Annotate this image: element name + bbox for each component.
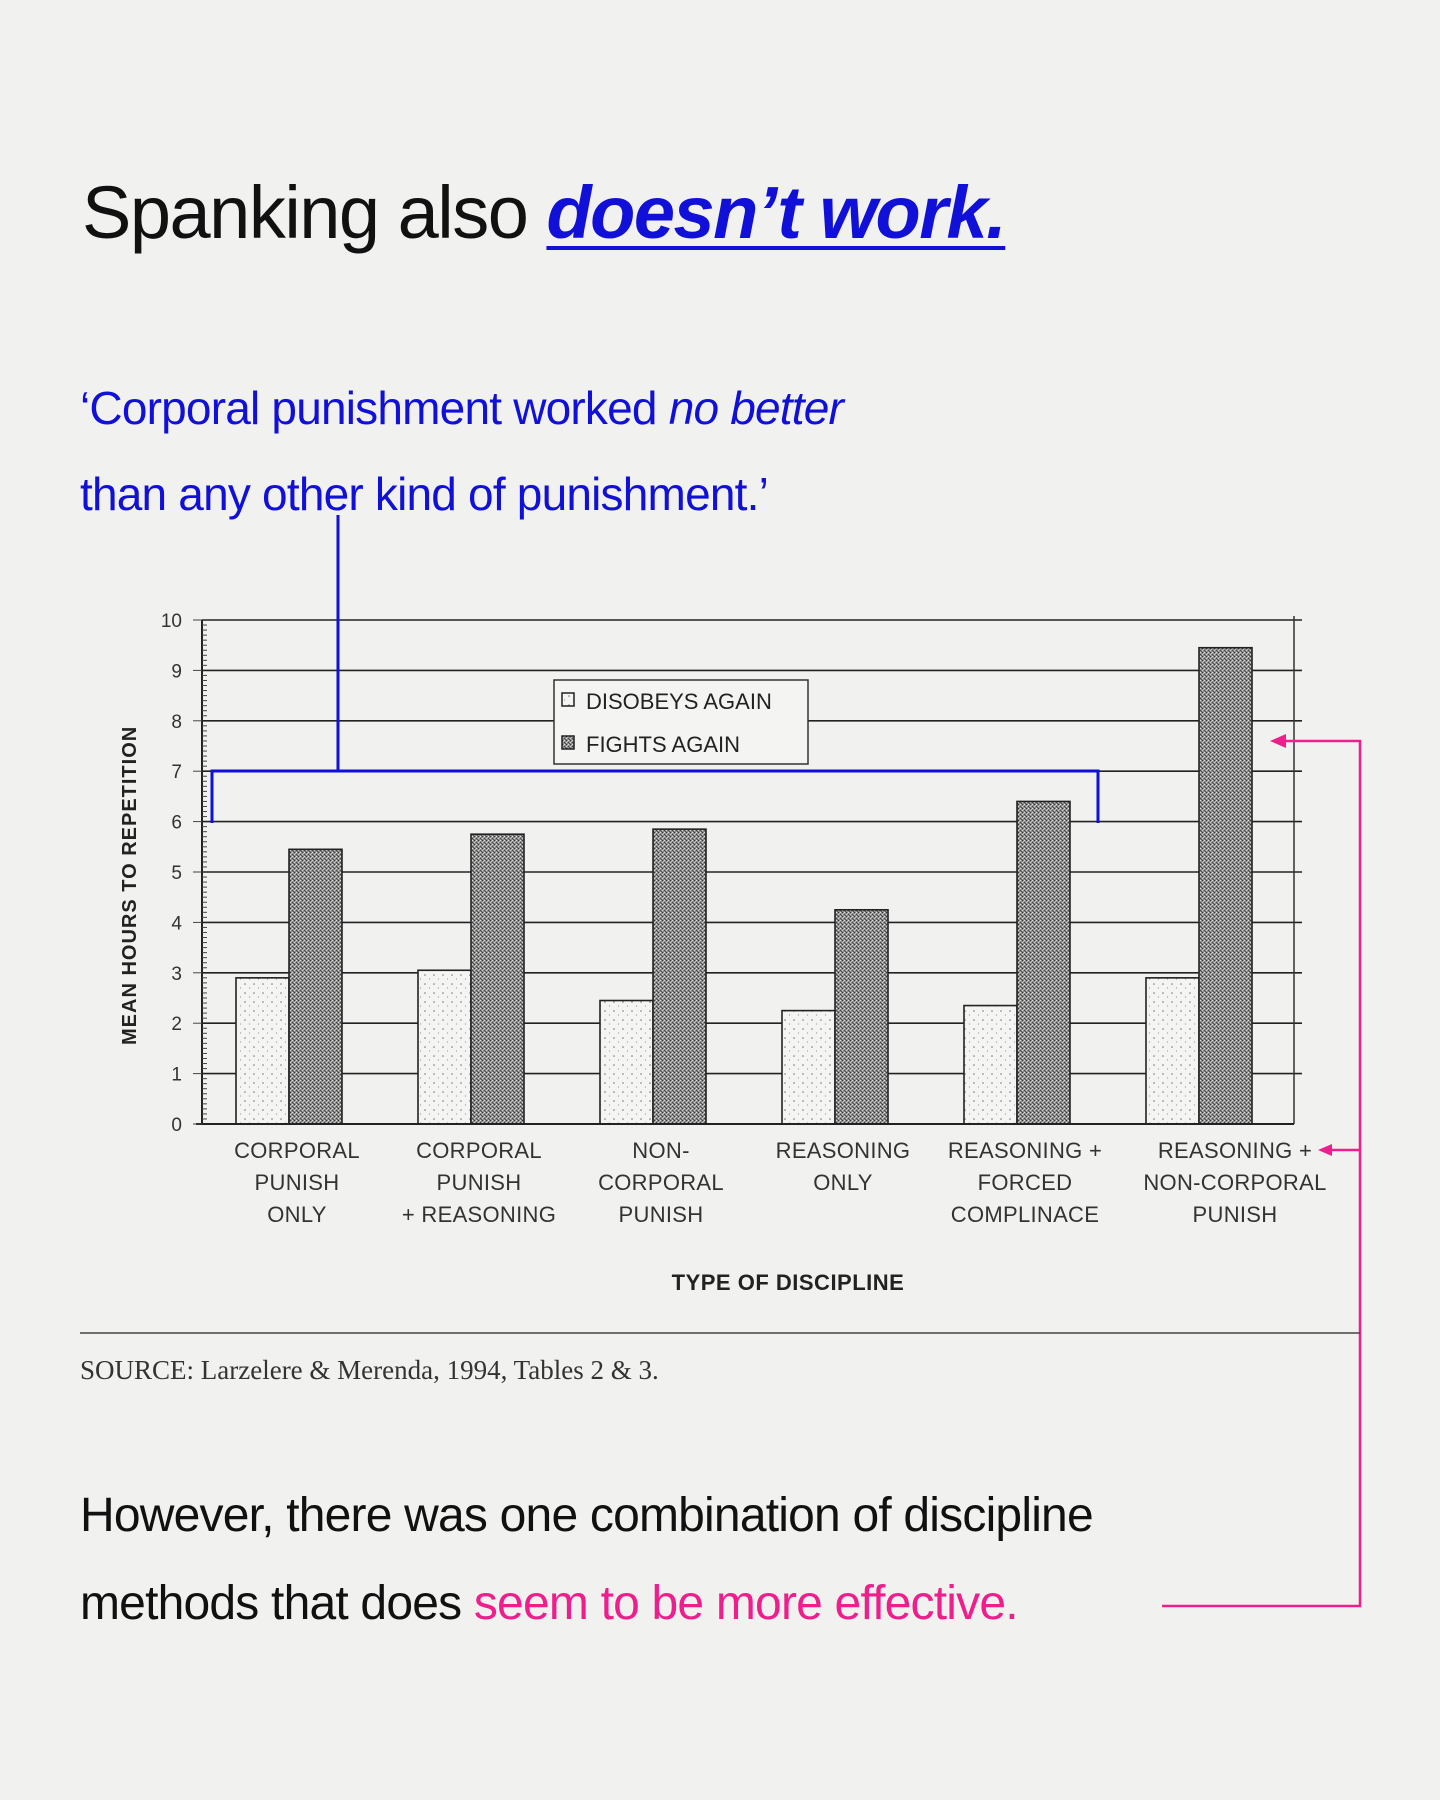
bar-disobeys-again	[781, 1009, 836, 1125]
legend-swatch-disobeys	[561, 692, 575, 707]
category-label: CORPORAL	[598, 1170, 724, 1195]
category-labels: CORPORAL PUNISH ONLY CORPORAL PUNISH + REASON…	[234, 1138, 1326, 1227]
y-tick-label: 9	[171, 661, 182, 682]
y-tick-label: 10	[161, 611, 182, 632]
category-label: ONLY	[813, 1170, 873, 1195]
category-label: REASONING +	[948, 1138, 1102, 1163]
headline-emphasis: doesn’t work.	[546, 171, 1006, 254]
axes	[193, 616, 1295, 1125]
bar-fights-again	[652, 828, 707, 1125]
bar-fights-again	[470, 833, 525, 1125]
conclusion-text: However, there was one combination of di…	[80, 1472, 1094, 1648]
quote-line1: ‘Corporal punishment worked	[80, 382, 669, 434]
category-label: NON-CORPORAL	[1143, 1170, 1326, 1195]
bar-disobeys-again	[1145, 977, 1200, 1125]
bracket-shape	[210, 769, 1100, 823]
bars	[235, 646, 1253, 1125]
y-tick-label: 7	[171, 762, 182, 783]
arrow-connector	[1162, 739, 1362, 1608]
category-label: ONLY	[267, 1202, 327, 1227]
category-label: NON-	[632, 1138, 689, 1163]
source-citation: SOURCE: Larzelere & Merenda, 1994, Table…	[80, 1355, 659, 1385]
y-tick-label: 2	[171, 1014, 182, 1035]
y-tick-label: 8	[171, 712, 182, 733]
category-label: PUNISH	[1193, 1202, 1278, 1227]
arrow-head-bar	[1270, 734, 1286, 748]
category-label: REASONING +	[1158, 1138, 1312, 1163]
category-label: REASONING	[776, 1138, 911, 1163]
y-tick-labels: 0 1 2 3 4 5 6 7 8 9 10	[161, 611, 183, 1136]
bar-disobeys-again	[235, 977, 290, 1125]
bar-fights-again	[1198, 646, 1253, 1125]
headline: Spanking also doesn’t work.	[82, 170, 1007, 255]
quote-bracket	[210, 515, 1100, 823]
bar-disobeys-again	[417, 969, 472, 1125]
pull-quote: ‘Corporal punishment worked no better th…	[80, 365, 1080, 537]
y-tick-label: 6	[171, 813, 182, 834]
highlight-arrows	[1162, 734, 1362, 1608]
y-tick-label: 4	[171, 913, 182, 934]
bar-fights-again	[834, 908, 889, 1125]
bar-disobeys-again	[599, 999, 654, 1125]
legend-box	[553, 679, 809, 765]
arrow-head-label	[1318, 1144, 1332, 1156]
category-label: CORPORAL	[416, 1138, 542, 1163]
y-tick-label: 5	[171, 863, 182, 884]
category-label: COMPLINACE	[951, 1202, 1099, 1227]
bar-fights-again	[288, 848, 343, 1125]
conclusion-line2: methods that does	[80, 1577, 474, 1630]
quote-emphasis: no better	[668, 382, 844, 434]
category-label: PUNISH	[437, 1170, 522, 1195]
category-label: PUNISH	[619, 1202, 704, 1227]
y-tick-label: 1	[171, 1065, 182, 1086]
bar-fights-again	[1016, 800, 1071, 1125]
conclusion-emphasis: seem to be more effective.	[473, 1577, 1019, 1630]
y-axis-label: MEAN HOURS TO REPETITION	[119, 726, 141, 1045]
category-label: + REASONING	[402, 1202, 556, 1227]
bar-disobeys-again	[963, 1004, 1018, 1125]
legend: DISOBEYS AGAIN FIGHTS AGAIN	[553, 679, 809, 765]
category-label: FORCED	[978, 1170, 1073, 1195]
y-tick-label: 0	[171, 1115, 182, 1136]
x-axis-label: TYPE OF DISCIPLINE	[672, 1270, 905, 1295]
legend-label-disobeys: DISOBEYS AGAIN	[586, 689, 772, 714]
quote-line2: than any other kind of punishment.’	[80, 468, 769, 520]
legend-swatch-fights	[561, 735, 575, 750]
legend-label-fights: FIGHTS AGAIN	[586, 732, 740, 757]
headline-prefix: Spanking also	[82, 171, 547, 254]
category-label: PUNISH	[255, 1170, 340, 1195]
conclusion-line1: However, there was one combination of di…	[80, 1489, 1094, 1542]
category-label: CORPORAL	[234, 1138, 360, 1163]
y-tick-label: 3	[171, 964, 182, 985]
